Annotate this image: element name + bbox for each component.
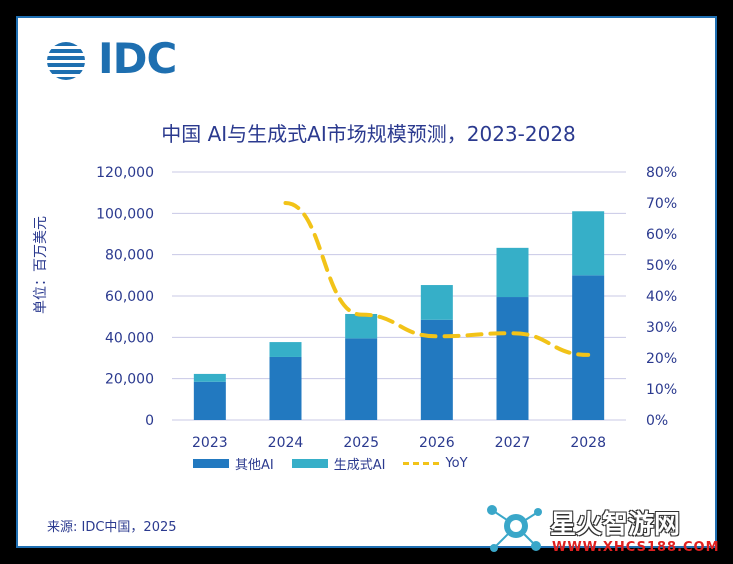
yoy-line [283,201,591,357]
logo-text: IDC [98,34,177,83]
y2-tick-label: 60% [646,227,677,243]
y2-tick-label: 20% [646,351,677,367]
y2-tick-label: 40% [646,289,677,305]
legend-item-gen-ai: 生成式AI [291,454,386,473]
bar-gen-ai [345,313,378,339]
y2-tick-label: 0% [646,413,668,429]
bar-other-ai [496,297,529,420]
chart-title: 中国 AI与生成式AI市场规模预测，2023-2028 [161,122,576,146]
bar-other-ai [193,381,226,420]
idc-logo: IDC [44,34,204,84]
watermark: 星火智游网 WWW.XHCS188.COM [480,496,730,560]
x-tick-label: 2026 [419,435,455,451]
watermark-text: 星火智游网 [550,510,681,540]
legend-item-other-ai: 其他AI [193,454,274,473]
x-tick-label: 2028 [570,435,606,451]
legend-label-gen-ai: 生成式AI [333,457,386,473]
source-note: 来源: IDC中国，2025 [47,520,177,535]
y2-tick-label: 70% [646,196,677,212]
legend-swatch-other-ai [193,458,229,468]
y2-tick-label: 10% [646,382,677,398]
bar-gen-ai [420,285,453,320]
legend-label-yoy: YoY [445,455,468,471]
legend-label-other-ai: 其他AI [235,457,274,473]
x-tick-label: 2023 [192,435,228,451]
y-tick-label: 80,000 [105,248,154,264]
x-tick-label: 2024 [268,435,304,451]
legend-item-yoy: YoY [403,455,468,471]
y2-tick-label: 30% [646,320,677,336]
x-tick-label: 2025 [343,435,379,451]
watermark-url: WWW.XHCS188.COM [552,540,720,555]
y2-tick-label: 50% [646,258,677,274]
globe-icon [47,42,85,80]
y2-tick-label: 80% [646,165,677,181]
y-tick-label: 40,000 [105,330,154,346]
y-tick-label: 0 [145,413,154,429]
y-tick-label: 100,000 [96,206,154,222]
bar-gen-ai [193,373,226,382]
legend-swatch-yoy [403,461,440,465]
legend: 其他AI 生成式AI YoY [193,454,468,473]
y-tick-label: 20,000 [105,372,154,388]
bar-other-ai [572,275,605,420]
watermark-network-icon [487,505,542,552]
legend-swatch-gen-ai [291,458,328,468]
y-tick-label: 120,000 [96,165,154,181]
bar-gen-ai [269,342,302,357]
bar-other-ai [345,338,378,420]
bar-other-ai [269,356,302,420]
y-tick-label: 60,000 [105,289,154,305]
x-tick-label: 2027 [495,435,531,451]
bar-gen-ai [572,211,605,276]
bar-gen-ai [496,247,529,298]
